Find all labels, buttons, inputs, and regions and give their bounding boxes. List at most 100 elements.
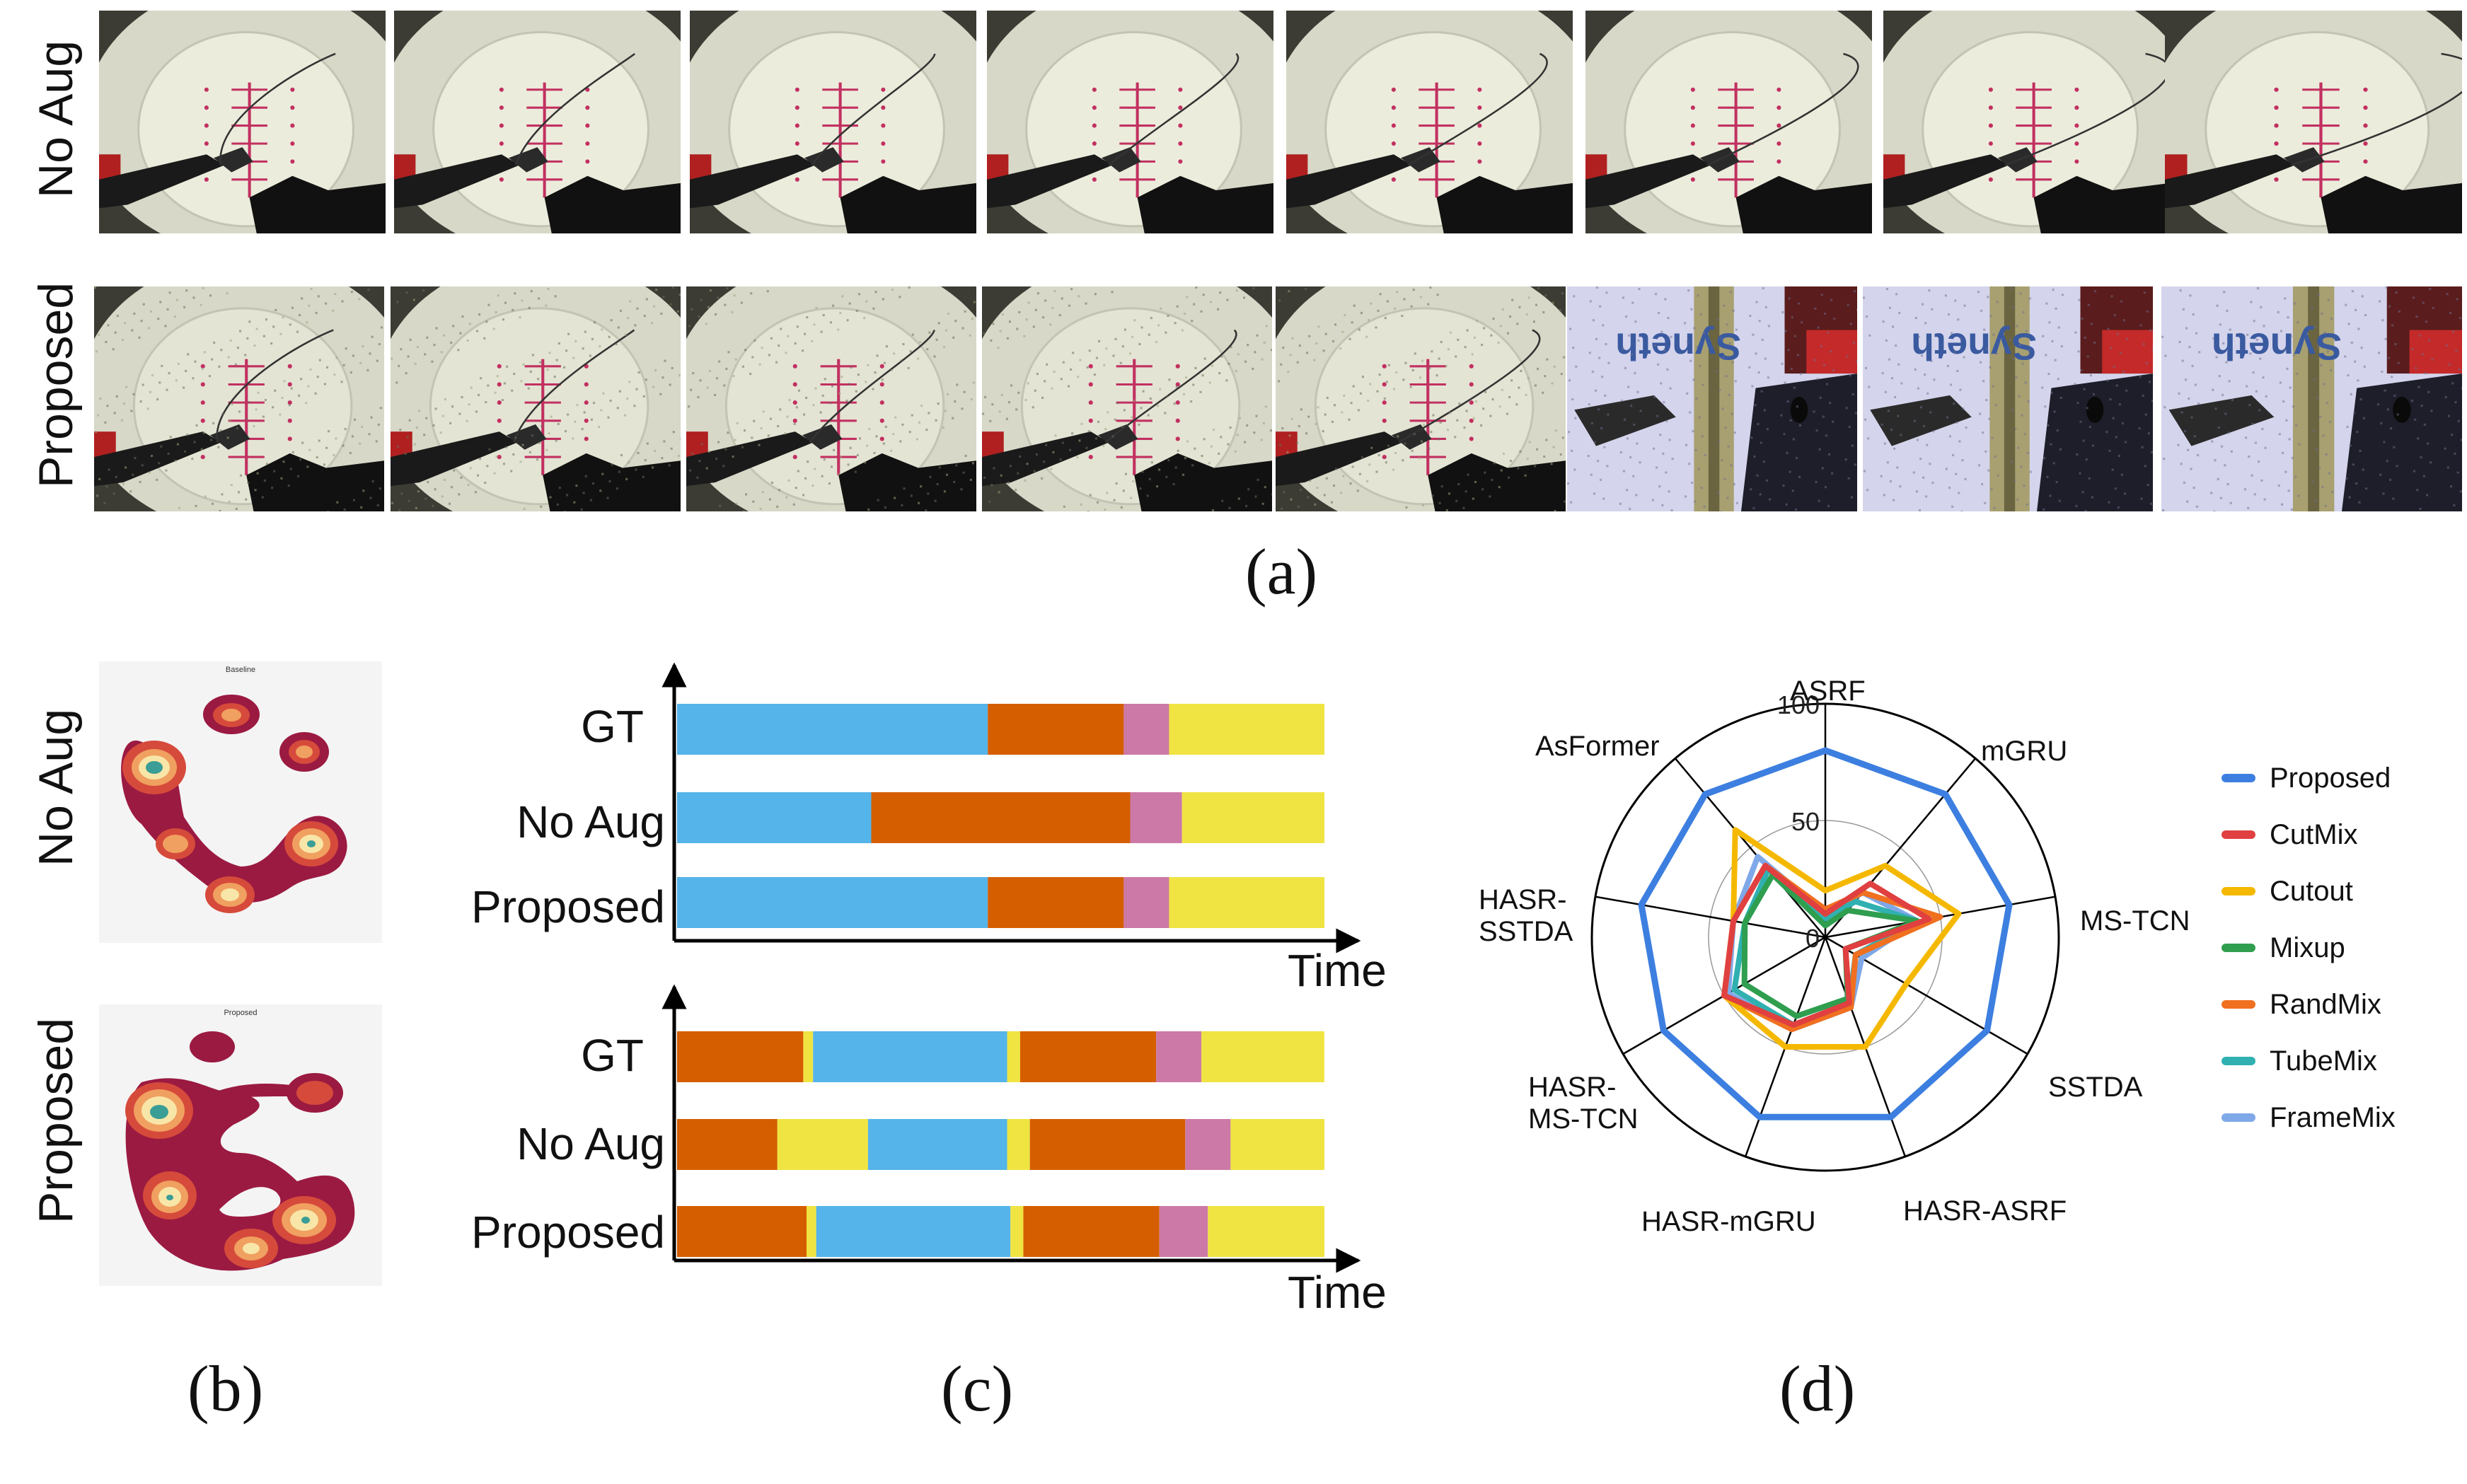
seg-label-gt-1: GT — [581, 701, 644, 752]
row-label-no-aug-b: No Aug — [29, 708, 83, 866]
segment-yellow — [1007, 1031, 1020, 1082]
seg-label-proposed-1: Proposed — [471, 881, 665, 932]
segment-yellow — [1169, 877, 1324, 928]
radar-tick-label: 50 — [1791, 807, 1820, 836]
panel-caption-b: (b) — [187, 1352, 264, 1425]
seg-label-gt-2: GT — [581, 1030, 644, 1081]
legend-item: Proposed — [2222, 757, 2391, 799]
segment-pink — [1123, 877, 1169, 928]
legend-label: TubeMix — [2270, 1045, 2377, 1077]
segment-pink — [1123, 704, 1169, 755]
segment-blue — [677, 704, 988, 755]
legend-swatch — [2222, 944, 2255, 952]
legend-swatch — [2222, 774, 2255, 782]
radar-spoke — [1825, 936, 2028, 1055]
radar-chart: 0 50 100 — [1590, 690, 2060, 1172]
video-frame — [1585, 11, 1872, 233]
density-map-proposed: Proposed — [99, 1004, 382, 1286]
segment-blue — [816, 1206, 1011, 1257]
radar-axis-label: MS-TCN — [2080, 905, 2190, 937]
radar-axis-label: HASR-mGRU — [1641, 1206, 1816, 1237]
segment-orange — [1029, 1119, 1186, 1170]
time-label-2: Time — [1288, 1267, 1387, 1318]
video-frame — [1286, 11, 1573, 233]
segment-yellow — [1230, 1119, 1324, 1170]
density-contours-proposed — [125, 1031, 355, 1271]
video-frame — [987, 11, 1273, 233]
legend-item: Cutout — [2222, 870, 2353, 912]
segment-yellow — [1181, 792, 1324, 843]
segment-yellow — [803, 1031, 814, 1082]
legend-item: TubeMix — [2222, 1040, 2377, 1082]
segment-orange — [1023, 1206, 1160, 1257]
segment-pink — [1156, 1031, 1202, 1082]
segment-orange — [871, 792, 1131, 843]
video-frame — [686, 286, 976, 511]
legend-label: Mixup — [2270, 932, 2345, 963]
time-label-1: Time — [1288, 945, 1387, 996]
segment-yellow — [1201, 1031, 1324, 1082]
video-frame — [94, 286, 384, 511]
segment-orange — [677, 1206, 807, 1257]
segment-blue — [677, 877, 988, 928]
radar-axis-label: HASR- MS-TCN — [1528, 1072, 1639, 1135]
video-frame: Syneth — [1863, 286, 2153, 511]
video-frame: Syneth — [1567, 286, 1857, 511]
legend-label: RandMix — [2270, 988, 2381, 1020]
legend-item: CutMix — [2222, 813, 2357, 856]
row-label-proposed-b: Proposed — [29, 1017, 83, 1224]
radar-tick-label: 0 — [1806, 924, 1820, 953]
radar-axis-label: HASR- SSTDA — [1479, 884, 1573, 947]
segment-yellow — [1007, 1119, 1030, 1170]
legend-label: Proposed — [2270, 762, 2391, 794]
legend-swatch — [2222, 1000, 2255, 1009]
legend-label: FrameMix — [2270, 1101, 2396, 1133]
segment-pink — [1185, 1119, 1231, 1170]
radar-series-mixup — [1741, 871, 1920, 1019]
legend-swatch — [2222, 1113, 2255, 1122]
density-map-baseline: Baseline — [99, 661, 382, 943]
segment-orange — [677, 1031, 804, 1082]
radar-axis-label: ASRF — [1790, 676, 1866, 707]
video-frame: Syneth — [2161, 286, 2462, 511]
segment-yellow — [1010, 1206, 1024, 1257]
legend-swatch — [2222, 887, 2255, 895]
segment-yellow — [807, 1206, 816, 1257]
video-frame — [394, 11, 681, 233]
radar-tick-label: 100 — [1777, 690, 1820, 719]
row-label-proposed: Proposed — [29, 282, 83, 488]
segment-blue — [867, 1119, 1007, 1170]
svg-text:Syneth: Syneth — [2212, 325, 2342, 368]
video-frame — [1276, 286, 1566, 511]
segmentation-charts — [661, 662, 1361, 1273]
radar-axis-label: SSTDA — [2048, 1072, 2143, 1103]
video-frame — [99, 11, 386, 233]
seg-label-proposed-2: Proposed — [471, 1207, 665, 1258]
segment-blue — [813, 1031, 1007, 1082]
segment-pink — [1130, 792, 1182, 843]
row-label-no-aug: No Aug — [29, 40, 83, 198]
density-map-title: Proposed — [224, 1009, 258, 1017]
legend-label: CutMix — [2270, 818, 2358, 850]
segment-blue — [677, 792, 872, 843]
segment-orange — [1019, 1031, 1157, 1082]
legend-item: Mixup — [2222, 927, 2345, 969]
video-frame — [2165, 11, 2462, 233]
seg-label-no-aug-2: No Aug — [516, 1118, 665, 1169]
svg-text:Syneth: Syneth — [1615, 325, 1741, 367]
legend-label: Cutout — [2270, 875, 2353, 907]
video-frame — [1883, 11, 2170, 233]
seg-label-no-aug-1: No Aug — [516, 796, 665, 847]
radar-series-cutmix — [1721, 862, 1932, 1028]
legend-swatch — [2222, 1057, 2255, 1065]
segment-yellow — [1169, 704, 1324, 755]
panel-caption-c: (c) — [941, 1352, 1014, 1425]
legend-item: RandMix — [2222, 983, 2381, 1026]
video-frame — [690, 11, 976, 233]
panel-caption-d: (d) — [1779, 1352, 1856, 1425]
legend-item: FrameMix — [2222, 1096, 2396, 1139]
segment-orange — [988, 877, 1124, 928]
segment-pink — [1159, 1206, 1208, 1257]
radar-axis-label: mGRU — [1981, 736, 2068, 767]
radar-axis-label: HASR-ASRF — [1903, 1195, 2067, 1227]
